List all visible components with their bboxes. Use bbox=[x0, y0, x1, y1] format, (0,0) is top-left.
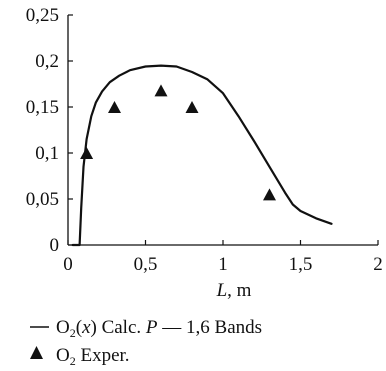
ticks: 0 0,05 0,1 0,15 0,2 0,25 0 0,5 1 1,5 2 bbox=[26, 5, 383, 275]
legend-calc-paren-close: ) bbox=[91, 317, 97, 338]
legend-calc-prefix: O bbox=[56, 317, 70, 338]
exper-point bbox=[185, 101, 199, 113]
x-tick-label: 2 bbox=[373, 254, 383, 275]
y-tick-label: 0,1 bbox=[35, 143, 59, 164]
legend-exper-subscript: 2 bbox=[70, 354, 76, 368]
x-axis-unit: , m bbox=[227, 280, 252, 301]
legend-calc-text: Calc. bbox=[97, 317, 146, 338]
y-tick-label: 0,15 bbox=[26, 97, 59, 118]
legend-exper-label: O2 Exper. bbox=[56, 345, 130, 368]
series-exper bbox=[80, 84, 276, 201]
x-axis-symbol: L bbox=[216, 280, 228, 301]
legend-calc-paren-open: ( bbox=[76, 317, 82, 338]
legend-calc-var: x bbox=[81, 317, 91, 338]
exper-point bbox=[154, 84, 168, 97]
legend-calc-label: O2(x) Calc. P — 1,6 Bands bbox=[56, 317, 262, 340]
x-tick-label: 0,5 bbox=[134, 254, 158, 275]
exper-point bbox=[108, 101, 121, 113]
y-tick-label: 0,2 bbox=[35, 51, 59, 72]
legend-calc-suffix: — 1,6 Bands bbox=[158, 317, 263, 338]
x-tick-label: 0 bbox=[63, 254, 73, 275]
y-tick-label: 0 bbox=[50, 235, 60, 256]
x-axis-label: L, m bbox=[216, 280, 252, 301]
y-tick-label: 0,05 bbox=[26, 189, 59, 210]
x-tick-label: 1 bbox=[218, 254, 228, 275]
legend-exper-prefix: O bbox=[56, 345, 70, 366]
legend: O2(x) Calc. P — 1,6 Bands O2 Exper. bbox=[30, 317, 262, 368]
x-tick-label: 1,5 bbox=[289, 254, 313, 275]
series-calc bbox=[71, 64, 333, 247]
legend-exper-suffix: Exper. bbox=[76, 345, 130, 366]
exper-point bbox=[263, 188, 276, 201]
y-tick-label: 0,25 bbox=[26, 5, 59, 26]
legend-exper-triangle-swatch bbox=[30, 346, 43, 359]
legend-calc-p: P bbox=[145, 317, 158, 338]
calc-line bbox=[71, 64, 333, 247]
axes bbox=[67, 15, 378, 246]
legend-calc-subscript: 2 bbox=[70, 326, 76, 340]
exper-point bbox=[80, 147, 94, 159]
